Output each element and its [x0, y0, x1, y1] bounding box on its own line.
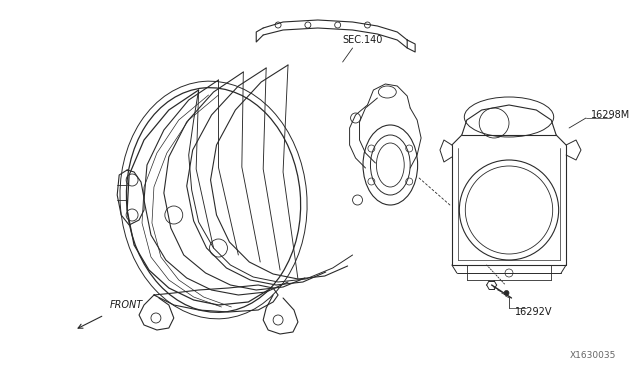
- Text: FRONT: FRONT: [109, 300, 143, 310]
- Text: 16292V: 16292V: [515, 307, 552, 317]
- Text: SEC.140: SEC.140: [342, 35, 383, 45]
- Text: 16298M: 16298M: [591, 110, 630, 120]
- Text: X1630035: X1630035: [570, 351, 616, 360]
- Circle shape: [504, 291, 509, 295]
